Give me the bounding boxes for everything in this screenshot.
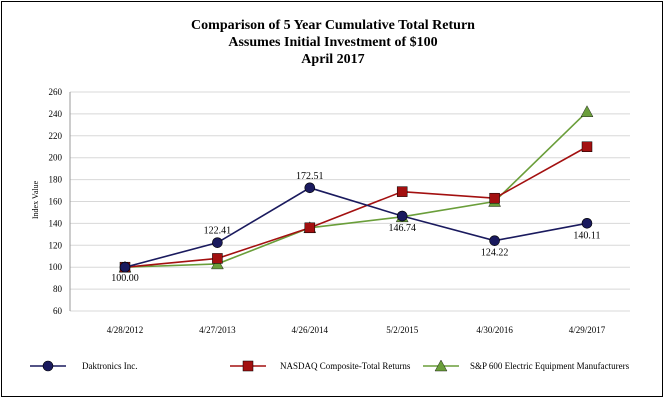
y-tick-label: 180 <box>49 175 63 185</box>
series-line-1 <box>124 146 588 268</box>
y-axis-label: Index Value <box>31 180 40 219</box>
y-axis-ticks: 60 80 100 120 140 160 180 200 220 240 260 <box>49 87 63 316</box>
y-tick-label: 80 <box>53 284 63 294</box>
x-tick-label: 4/26/2014 <box>292 325 329 335</box>
data-point <box>304 182 316 194</box>
data-label: 172.51 <box>296 171 324 182</box>
data-point <box>212 237 223 248</box>
y-tick-label: 200 <box>49 153 63 163</box>
legend-label: NASDAQ Composite-Total Returns <box>280 361 411 371</box>
data-point <box>580 105 594 117</box>
data-point <box>489 192 500 204</box>
y-tick-label: 220 <box>49 131 63 141</box>
data-point <box>119 261 131 273</box>
x-tick-label: 5/2/2015 <box>386 325 419 335</box>
legend-label: S&P 600 Electric Equipment Manufacturers <box>470 361 630 371</box>
data-label: 122.41 <box>204 226 232 237</box>
y-tick-label: 160 <box>49 197 63 207</box>
legend-marker <box>42 360 54 372</box>
chart-subtitle: Assumes Initial Investment of $100 <box>228 35 438 50</box>
data-point <box>212 253 223 264</box>
series-line-0 <box>124 186 588 268</box>
y-tick-label: 140 <box>49 218 63 228</box>
data-point <box>396 210 408 222</box>
y-tick-label: 240 <box>49 109 63 119</box>
data-label: 146.74 <box>388 223 416 234</box>
data-point <box>396 186 408 197</box>
x-tick-label: 4/30/2016 <box>476 325 513 335</box>
data-point <box>489 235 500 246</box>
legend-label: Daktronics Inc. <box>82 361 137 371</box>
y-tick-label: 120 <box>49 240 63 250</box>
y-tick-label: 260 <box>49 87 63 97</box>
legend-marker <box>434 359 448 372</box>
data-point <box>581 217 593 229</box>
data-label: 100.00 <box>111 273 139 284</box>
series-line-2 <box>124 111 588 268</box>
series-group: 100.00 122.41 172.51 146.74 124.22 140.11 <box>111 105 601 284</box>
data-point <box>304 222 316 234</box>
x-axis-ticks: 4/28/2012 4/27/2013 4/26/2014 5/2/2015 4/30/… <box>107 325 606 335</box>
y-tick-label: 100 <box>49 262 63 272</box>
data-label: 140.11 <box>573 230 600 241</box>
y-tick-label: 60 <box>53 306 63 316</box>
legend-marker <box>242 360 254 372</box>
x-tick-label: 4/27/2013 <box>199 325 236 335</box>
chart-title: Comparison of 5 Year Cumulative Total Re… <box>191 18 475 33</box>
x-tick-label: 4/29/2017 <box>569 325 606 335</box>
chart-date: April 2017 <box>301 52 365 67</box>
legend: Daktronics Inc. NASDAQ Composite-Total Re… <box>30 359 630 372</box>
x-tick-label: 4/28/2012 <box>107 325 144 335</box>
data-label: 124.22 <box>481 248 509 259</box>
grid-lines <box>69 91 630 312</box>
data-point <box>581 141 593 152</box>
